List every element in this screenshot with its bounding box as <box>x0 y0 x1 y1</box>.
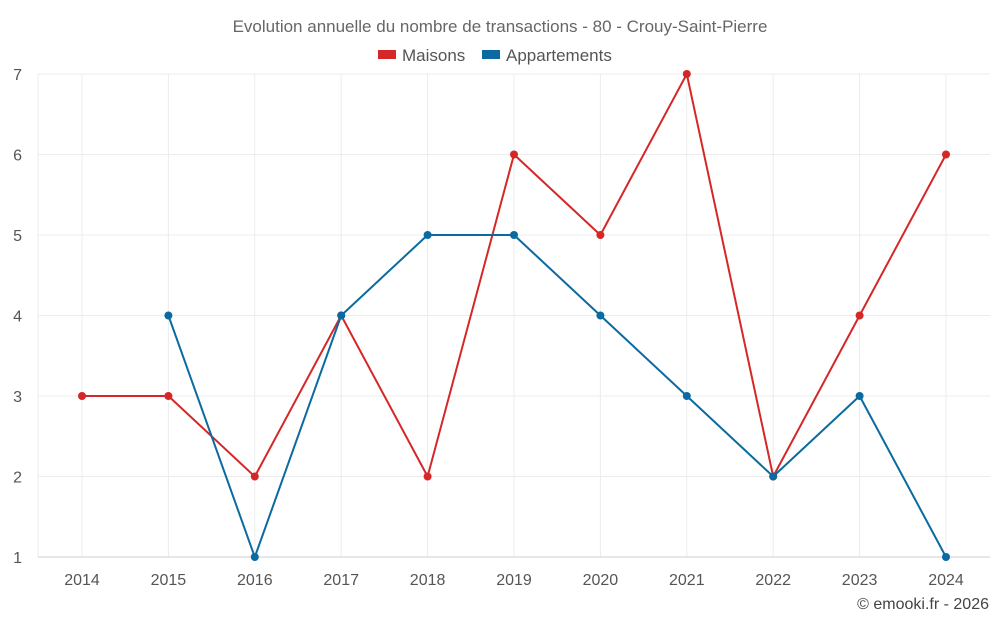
y-tick-labels: 1 2 3 4 5 6 7 <box>13 67 22 567</box>
legend-swatch-appartements <box>482 50 500 59</box>
legend-swatch-maisons <box>378 50 396 59</box>
data-point-appartements-2017[interactable] <box>337 311 346 320</box>
data-point-maisons-2019[interactable] <box>510 150 518 159</box>
series-maisons <box>78 70 950 481</box>
data-point-appartements-2015[interactable] <box>164 311 173 320</box>
x-tick-label: 2020 <box>583 572 619 589</box>
data-point-maisons-2021[interactable] <box>682 70 691 78</box>
data-point-appartements-2019[interactable] <box>510 231 518 239</box>
series-line-appartements <box>167 234 947 558</box>
data-point-appartements-2016[interactable] <box>250 553 259 561</box>
y-tick-label: 4 <box>13 309 22 326</box>
legend: Maisons Appartements <box>378 46 612 65</box>
data-point-maisons-2024[interactable] <box>942 150 950 159</box>
data-point-appartements-2022[interactable] <box>769 472 778 481</box>
y-tick-label: 5 <box>13 228 22 245</box>
legend-label-maisons[interactable]: Maisons <box>402 46 465 65</box>
y-tick-label: 3 <box>13 389 22 406</box>
x-tick-labels: 2014 2015 2016 2017 2018 2019 2020 2021 2022 2023… <box>64 572 964 589</box>
series-layer <box>78 70 950 561</box>
data-point-appartements-2023[interactable] <box>855 392 864 400</box>
data-point-appartements-2018[interactable] <box>423 231 432 239</box>
series-appartements <box>164 231 950 561</box>
y-tick-label: 2 <box>13 470 22 487</box>
y-tick-label: 1 <box>13 550 22 567</box>
data-point-appartements-2021[interactable] <box>682 392 691 400</box>
data-point-maisons-2015[interactable] <box>164 392 173 400</box>
footer-credit: © emooki.fr - 2026 <box>857 596 989 613</box>
x-tick-label: 2022 <box>755 572 791 589</box>
x-tick-label: 2021 <box>669 572 705 589</box>
x-tick-label: 2018 <box>410 572 446 589</box>
data-point-maisons-2016[interactable] <box>250 472 259 481</box>
x-tick-label: 2016 <box>237 572 273 589</box>
data-point-maisons-2018[interactable] <box>423 472 432 481</box>
data-point-maisons-2023[interactable] <box>855 311 864 320</box>
x-tick-label: 2014 <box>64 572 100 589</box>
x-tick-label: 2023 <box>842 572 878 589</box>
data-point-maisons-2020[interactable] <box>596 231 605 239</box>
x-tick-label: 2017 <box>323 572 359 589</box>
y-tick-label: 7 <box>13 67 22 84</box>
x-tick-label: 2024 <box>928 572 964 589</box>
x-tick-label: 2015 <box>151 572 187 589</box>
chart-title: Evolution annuelle du nombre de transact… <box>233 17 768 36</box>
data-point-maisons-2014[interactable] <box>78 392 86 400</box>
data-point-appartements-2020[interactable] <box>596 311 605 320</box>
y-tick-label: 6 <box>13 148 22 165</box>
x-tick-label: 2019 <box>496 572 532 589</box>
data-point-appartements-2024[interactable] <box>942 553 950 561</box>
legend-label-appartements[interactable]: Appartements <box>506 46 612 65</box>
